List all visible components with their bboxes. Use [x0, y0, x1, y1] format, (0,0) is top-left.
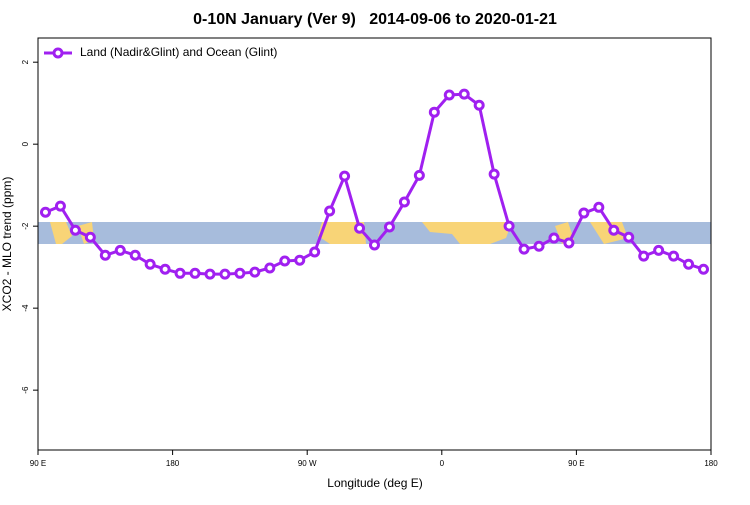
data-point	[578, 207, 590, 219]
data-point	[129, 249, 141, 261]
data-point	[698, 263, 710, 275]
data-point	[84, 231, 96, 243]
data-point	[354, 222, 366, 234]
data-point	[518, 243, 530, 255]
y-axis-label: XCO2 - MLO trend (ppm)	[0, 177, 14, 312]
data-point	[144, 258, 156, 270]
y-tick-label: -2	[21, 222, 30, 230]
data-point	[204, 268, 216, 280]
y-tick-label: -4	[21, 304, 30, 312]
data-point	[279, 255, 291, 267]
x-axis-label: Longitude (deg E)	[327, 476, 422, 490]
x-tick-label: 180	[166, 459, 180, 468]
data-point	[473, 99, 485, 111]
data-point	[219, 268, 231, 280]
data-point	[668, 250, 680, 262]
data-point	[234, 267, 246, 279]
data-point	[249, 266, 261, 278]
x-tick-label: 90 E	[568, 459, 584, 468]
legend-marker	[52, 47, 64, 59]
x-tick-label: 90 W	[298, 459, 317, 468]
data-point	[398, 196, 410, 208]
x-tick-label: 0	[440, 459, 445, 468]
data-point	[309, 246, 321, 258]
data-point	[99, 249, 111, 261]
data-point	[54, 200, 66, 212]
data-point	[383, 221, 395, 233]
data-point	[324, 205, 336, 217]
chart-title: 0-10N January (Ver 9) 2014-09-06 to 2020…	[193, 11, 557, 28]
data-point	[683, 258, 695, 270]
data-point	[339, 170, 351, 182]
x-tick-label: 90 E	[30, 459, 46, 468]
data-point	[69, 224, 81, 236]
data-point	[653, 244, 665, 256]
legend-label: Land (Nadir&Glint) and Ocean (Glint)	[80, 45, 277, 59]
data-point	[39, 206, 51, 218]
data-point	[114, 244, 126, 256]
data-point	[488, 168, 500, 180]
y-tick-label: 0	[21, 141, 30, 146]
data-point	[413, 169, 425, 181]
y-tick-label: 2	[21, 59, 30, 64]
data-point	[533, 240, 545, 252]
data-point	[443, 89, 455, 101]
data-point	[159, 263, 171, 275]
data-point	[189, 267, 201, 279]
data-point	[428, 106, 440, 118]
data-point	[548, 232, 560, 244]
data-point	[174, 267, 186, 279]
data-point	[608, 224, 620, 236]
data-point	[264, 262, 276, 274]
data-point	[623, 231, 635, 243]
x-tick-label: 180	[704, 459, 718, 468]
plot-frame	[37, 37, 712, 451]
data-point	[458, 88, 470, 100]
data-point	[503, 220, 515, 232]
data-point	[294, 254, 306, 266]
data-point	[593, 201, 605, 213]
data-point	[369, 239, 380, 251]
data-point	[563, 237, 575, 249]
data-point	[638, 250, 650, 262]
y-tick-label: -6	[21, 386, 30, 394]
